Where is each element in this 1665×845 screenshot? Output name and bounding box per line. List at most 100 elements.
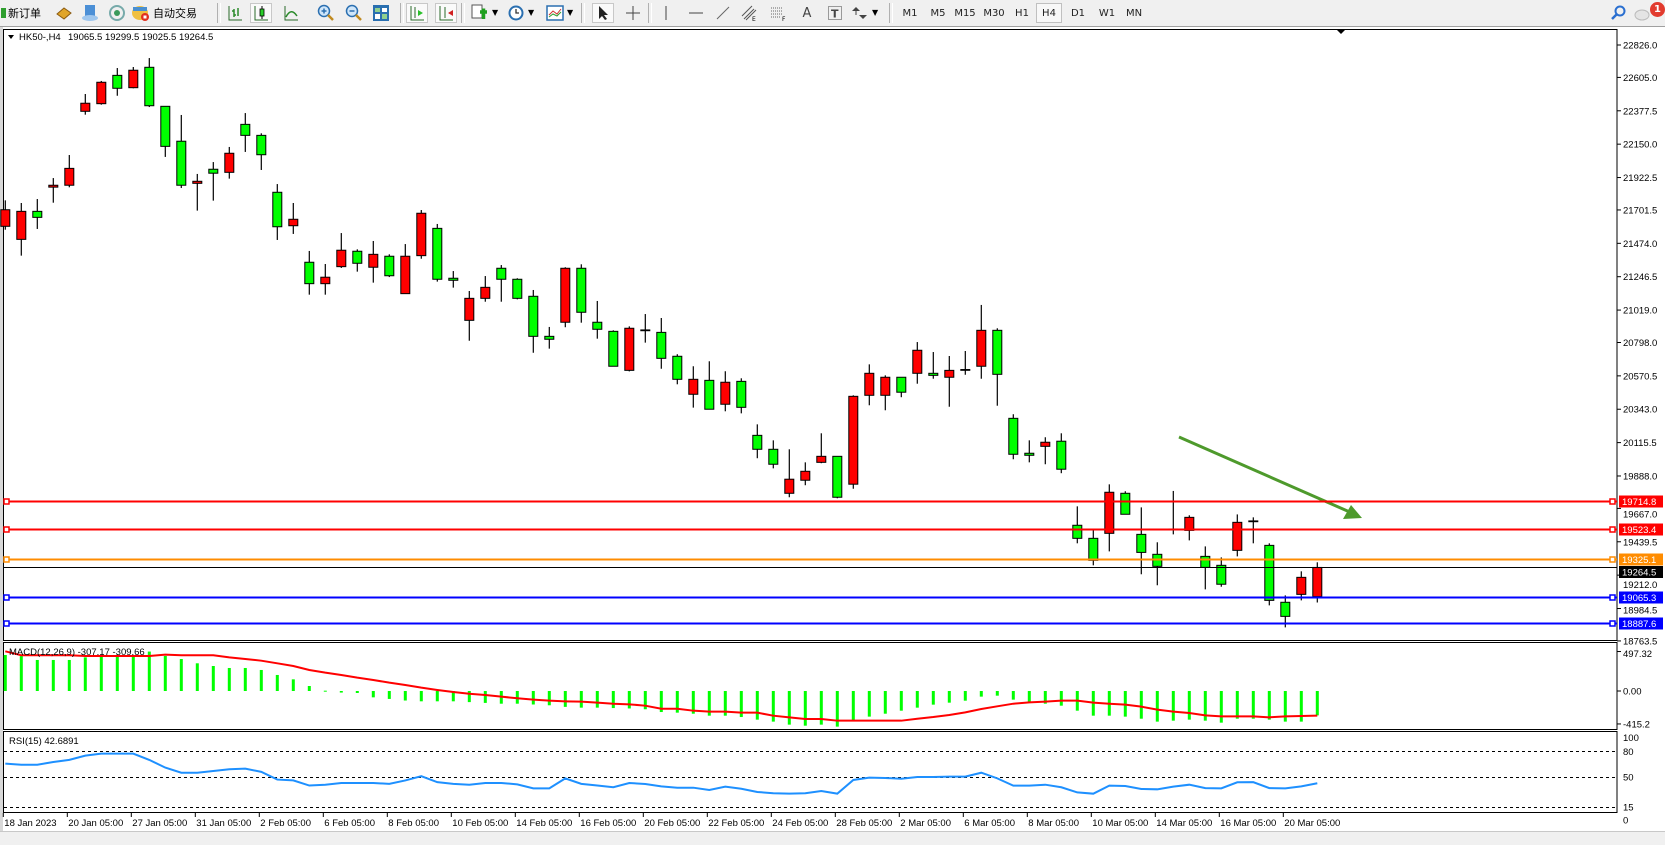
- new-order-button[interactable]: 新订单: [1, 3, 41, 23]
- candle-body: [1136, 533, 1147, 553]
- macd-histogram-bar: [739, 691, 743, 718]
- timeframe-mn[interactable]: MN: [1125, 7, 1143, 19]
- chart-shift-button[interactable]: [435, 3, 457, 23]
- macd-histogram-bar: [99, 656, 103, 691]
- templates-button[interactable]: [544, 3, 566, 23]
- periods-dropdown-arrow[interactable]: ▼: [528, 8, 535, 17]
- candle: [704, 361, 715, 410]
- level-price-label: 19523.4: [1622, 525, 1656, 536]
- toolbar: 新订单 自动交易 ▼ ▼ ▼: [0, 0, 1665, 27]
- hk50-h4-chart[interactable]: 22826.0 22605.0 22377.5 22150.0 21922.5 21701…: [0, 27, 1665, 831]
- timeframe-m1[interactable]: M1: [902, 7, 918, 19]
- candle: [992, 328, 1003, 406]
- candle: [768, 440, 779, 469]
- candle: [688, 366, 699, 408]
- auto-trading-icon: [132, 6, 149, 21]
- candlestick-button[interactable]: [250, 3, 272, 23]
- candle-body: [992, 329, 1003, 375]
- timeframe-m30[interactable]: M30: [983, 7, 1005, 19]
- rsi-axis-label: 80: [1623, 747, 1634, 758]
- macd-histogram-bar: [1283, 691, 1287, 722]
- crosshair-button[interactable]: [622, 3, 644, 23]
- price-axis-label: 21474.0: [1623, 239, 1657, 250]
- new-order-label: 新订单: [8, 7, 41, 20]
- auto-scroll-button[interactable]: [406, 3, 428, 23]
- text-button[interactable]: A: [796, 3, 818, 23]
- chart-window[interactable]: 22826.0 22605.0 22377.5 22150.0 21922.5 21701…: [0, 27, 1665, 831]
- level-price-label: 18887.6: [1622, 619, 1656, 630]
- market-watch-button[interactable]: [53, 3, 75, 23]
- candle: [496, 265, 507, 302]
- level-anchor-handle: [3, 620, 10, 627]
- new-chart-dropdown-arrow[interactable]: ▼: [492, 8, 499, 17]
- macd-histogram-bar: [19, 656, 23, 691]
- zoom-in-button[interactable]: [315, 3, 337, 23]
- macd-histogram-bar: [979, 691, 983, 697]
- line-chart-button[interactable]: [280, 3, 302, 23]
- timeframe-m5[interactable]: M5: [930, 7, 946, 19]
- vertical-line-button[interactable]: [655, 3, 677, 23]
- macd-histogram-bar: [915, 691, 919, 708]
- trendline-button[interactable]: [712, 3, 734, 23]
- macd-histogram-bar: [1171, 691, 1175, 721]
- price-axis-label: 22605.0: [1623, 73, 1657, 84]
- rsi-line: [5, 752, 1318, 795]
- candle-body: [0, 209, 11, 227]
- macd-histogram-bar: [1027, 691, 1031, 702]
- arrows-dropdown-arrow[interactable]: ▼: [872, 8, 879, 17]
- periods-button[interactable]: [505, 3, 527, 23]
- auto-trading-button[interactable]: 自动交易: [131, 3, 197, 23]
- horizontal-line-button[interactable]: [685, 3, 707, 23]
- svg-text:T: T: [831, 8, 839, 21]
- macd-histogram-bar: [387, 691, 391, 699]
- time-axis-label: 18 Jan 2023: [4, 818, 56, 829]
- macd-histogram-bar: [659, 691, 663, 713]
- time-axis-label: 8 Feb 05:00: [388, 818, 439, 829]
- macd-histogram-bar: [643, 691, 647, 710]
- macd-histogram-bar: [243, 667, 247, 691]
- new-chart-button[interactable]: [468, 3, 490, 23]
- templates-dropdown-arrow[interactable]: ▼: [567, 8, 574, 17]
- fibonacci-button[interactable]: F: [767, 3, 789, 23]
- candle: [336, 233, 347, 268]
- candle-body: [272, 191, 283, 228]
- candle-body: [144, 66, 155, 107]
- timeframe-w1[interactable]: W1: [1098, 7, 1116, 19]
- candle-body: [432, 227, 443, 280]
- price-axis-label: 20115.5: [1623, 438, 1657, 449]
- time-axis-label: 6 Mar 05:00: [964, 818, 1015, 829]
- zoom-out-button[interactable]: [343, 3, 365, 23]
- timeframe-d1[interactable]: D1: [1070, 7, 1086, 19]
- candle-body: [80, 102, 91, 112]
- bar-chart-button[interactable]: [224, 3, 246, 23]
- notifications-button[interactable]: [1632, 3, 1654, 23]
- candle: [640, 314, 651, 343]
- chart-shift-marker-icon[interactable]: [1337, 30, 1345, 34]
- chart-shift-icon: [439, 6, 453, 21]
- text-label-button[interactable]: T: [824, 3, 846, 23]
- candle: [160, 105, 171, 157]
- arrows-button[interactable]: [849, 3, 871, 23]
- level-price-tag: [1619, 591, 1663, 604]
- candle: [1104, 484, 1115, 552]
- timeframe-m15[interactable]: M15: [954, 7, 976, 19]
- candle-body: [288, 218, 299, 227]
- candle: [288, 202, 299, 234]
- equidistant-channel-button[interactable]: E: [738, 3, 760, 23]
- timeframe-h1[interactable]: H1: [1015, 7, 1029, 19]
- search-button[interactable]: [1607, 3, 1629, 23]
- data-window-button[interactable]: [79, 3, 101, 23]
- cursor-button[interactable]: [592, 3, 614, 23]
- timeframe-h4[interactable]: H4: [1036, 3, 1062, 23]
- candle: [960, 350, 971, 375]
- price-axis-label: 20570.5: [1623, 371, 1657, 382]
- candle: [864, 364, 875, 406]
- tile-windows-button[interactable]: [370, 3, 392, 23]
- macd-histogram-bar: [1203, 691, 1207, 721]
- navigator-button[interactable]: [106, 3, 128, 23]
- candle: [192, 173, 203, 211]
- candle: [0, 200, 11, 230]
- candle-body: [480, 286, 491, 299]
- candle: [560, 267, 571, 328]
- chart-menu-triangle-icon[interactable]: [8, 35, 14, 39]
